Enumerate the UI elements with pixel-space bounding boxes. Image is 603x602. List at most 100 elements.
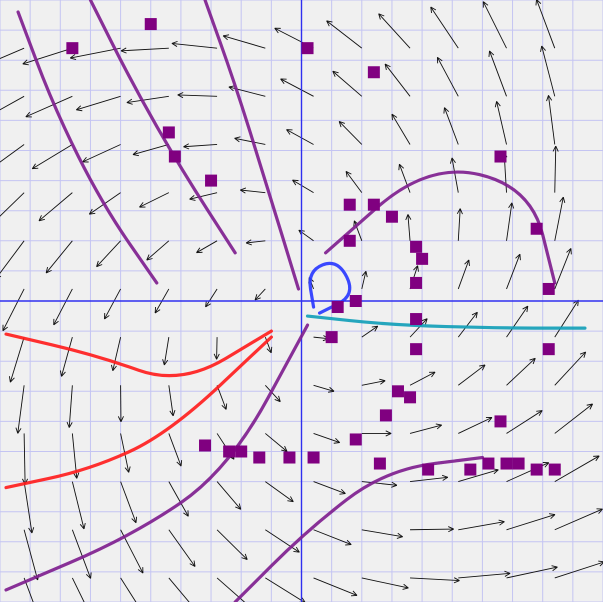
vector-arrow [265,529,300,553]
vector-arrowhead [544,462,550,468]
vector-arrowhead [15,427,19,434]
vector-arrowhead [0,275,2,278]
trajectory-marker [168,150,181,163]
vector-arrowhead [441,474,448,478]
trajectory-marker [391,385,404,398]
vector-arrowhead [488,50,490,57]
vector-arrowhead [496,101,501,107]
vector-arrowhead [292,179,297,186]
vector-arrowhead [413,265,418,271]
vector-arrowhead [61,371,66,377]
vector-arrow [177,94,218,97]
vector-arrowhead [391,114,393,121]
vector-arrowhead [384,63,387,71]
vector-arrow [216,385,227,410]
vector-arrowhead [284,445,288,452]
vector-arrow [384,63,411,97]
vector-arrowhead [2,326,8,332]
vector-arrow [489,50,507,97]
vector-arrow [506,202,513,241]
vector-arrow [506,566,558,579]
vector-arrowhead [430,6,437,11]
vector-arrow [407,214,411,241]
vector-arrow [554,197,564,241]
vector-arrow [32,144,73,170]
vector-arrow [240,189,266,194]
vector-arrow [0,95,25,111]
vector-arrowhead [559,196,564,203]
vector-arrow [361,529,403,538]
vector-arrowhead [552,566,558,572]
vector-arrowhead [453,580,460,584]
vector-arrow [96,240,121,267]
vector-arrowhead [111,364,114,371]
vector-arrowhead [471,311,478,316]
vector-arrowhead [526,306,529,313]
vector-arrow [313,481,346,495]
vector-arrowhead [240,189,246,194]
vector-arrow [313,529,352,545]
vector-arrowhead [76,109,83,112]
vector-arrow [409,371,436,386]
vector-arrowhead [339,493,346,495]
vector-arrow [82,144,121,163]
trajectory-marker [385,210,398,223]
vector-arrow [554,299,579,338]
vector-arrow [437,57,459,97]
vector-arrow [9,336,25,383]
vector-arrowhead [541,45,546,51]
vector-arrow [361,481,397,486]
vector-arrowhead [562,196,566,204]
vector-arrowhead [124,467,130,473]
vector-arrow [458,417,493,434]
vector-arrow [23,433,26,485]
vector-arrowhead [333,442,340,444]
vector-arrow [496,101,507,145]
vector-arrowhead [385,430,392,434]
vector-arrow [68,385,73,428]
vector-arrow [146,240,170,261]
vector-arrowhead [589,403,593,410]
trajectory-marker [162,126,175,139]
vector-arrowhead [290,496,294,502]
vector-arrowhead [126,102,133,105]
vector-arrow [0,192,25,217]
vector-arrowhead [96,264,103,268]
vector-arrowhead [38,215,42,221]
vector-arrowhead [31,163,36,169]
vector-arrow [326,20,363,49]
vector-arrowhead [286,129,291,135]
vector-arrowhead [169,410,174,417]
vector-arrow [361,380,386,386]
vector-arrowhead [566,248,572,253]
vector-arrowhead [32,167,39,170]
vector-arrowhead [177,94,184,99]
vector-arrow [71,481,85,530]
vector-arrowhead [424,318,428,325]
vector-arrowhead [183,143,189,148]
vector-arrowhead [216,353,220,360]
vector-arrowhead [189,198,196,201]
vector-arrowhead [69,54,76,59]
vector-arrowhead [451,157,456,164]
vector-arrowhead [295,546,300,553]
vector-arrowhead [223,34,230,37]
vector-arrow [120,47,169,52]
vector-arrowhead [515,253,521,259]
vector-arrowhead [183,512,189,517]
vector-arrow [536,0,556,49]
vector-arrowhead [17,428,22,434]
vector-arrowhead [287,500,294,503]
vector-arrowhead [504,572,511,577]
vector-arrowhead [85,573,91,579]
trajectory-marker [253,451,266,464]
trajectory-marker [235,445,248,458]
vector-arrow [76,95,121,111]
vector-arrowhead [391,113,398,118]
trajectory-marker [367,66,380,79]
vector-arrow [205,288,218,308]
vector-arrow [189,192,218,200]
vector-arrowhead [254,297,261,301]
vector-arrow [168,481,189,517]
vector-arrowhead [73,472,78,479]
